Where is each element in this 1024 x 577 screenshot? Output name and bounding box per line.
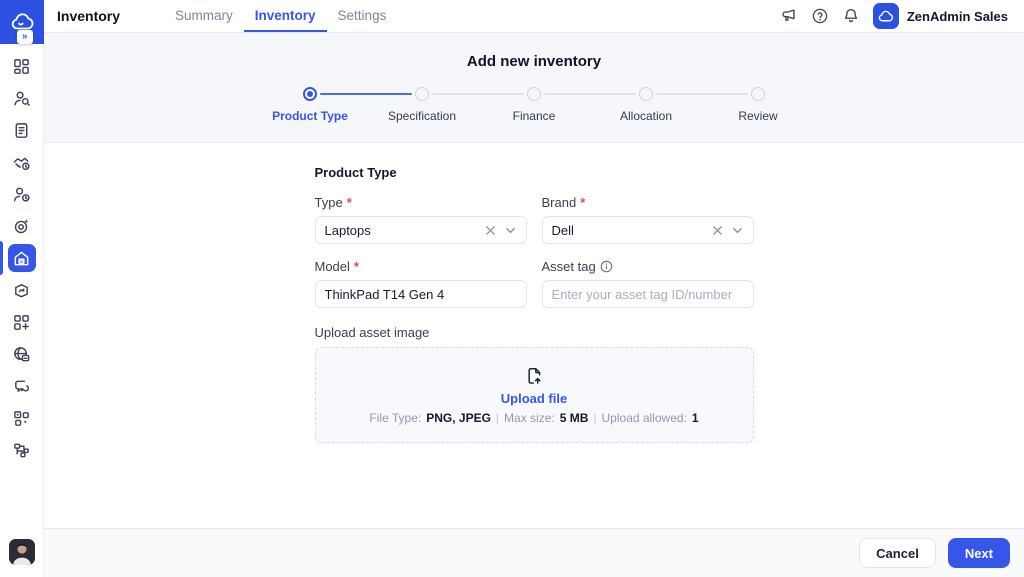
step-connector-3 — [544, 93, 636, 95]
sidebar-item-web-devices[interactable] — [8, 340, 36, 368]
step-connector-4 — [656, 93, 748, 95]
zenadmin-cloud-logo — [11, 13, 34, 30]
step-product-type[interactable]: Product Type — [254, 87, 366, 123]
grid-plus-icon — [14, 314, 29, 330]
org-name: ZenAdmin Sales — [906, 8, 1008, 24]
globe-device-icon — [14, 346, 30, 361]
zenadmin-cloud-logo — [879, 10, 894, 21]
upload-file-link[interactable]: Upload file — [500, 390, 568, 406]
clear-icon[interactable] — [711, 224, 724, 237]
upload-requirements: File Type: PNG, JPEG | Max size: 5 MB | Up… — [369, 410, 699, 425]
notification-bell-icon[interactable] — [842, 7, 860, 25]
dashboard-grid-icon — [14, 58, 29, 74]
clear-icon[interactable] — [484, 224, 497, 237]
chat-icon — [15, 380, 30, 392]
upload-section-label: Upload asset image — [314, 325, 430, 340]
tab-summary[interactable]: Summary — [175, 7, 233, 23]
brand-value: Dell — [551, 222, 574, 238]
sidebar-item-dashboard[interactable] — [8, 52, 36, 80]
help-icon[interactable] — [811, 7, 829, 25]
sidebar-item-support-chat[interactable] — [8, 372, 36, 400]
step-review[interactable]: Review — [702, 87, 814, 123]
required-asterisk: * — [580, 195, 586, 210]
sidebar-item-offboarding[interactable] — [8, 180, 36, 208]
box-sync-icon — [15, 283, 28, 297]
page-title: Inventory — [57, 8, 121, 24]
tab-settings[interactable]: Settings — [337, 7, 387, 23]
upload-dropzone[interactable]: Upload file File Type: PNG, JPEG | Max si… — [314, 347, 754, 443]
sidebar-item-goals[interactable] — [8, 212, 36, 240]
org-switcher[interactable]: ZenAdmin Sales — [872, 3, 1008, 29]
handshake-clock-icon — [13, 157, 30, 170]
sidebar-item-documents[interactable] — [8, 116, 36, 144]
chevron-down-icon[interactable] — [731, 224, 744, 237]
step-dot — [751, 87, 765, 101]
step-label: Allocation — [619, 109, 673, 123]
announcement-icon[interactable] — [780, 7, 798, 25]
chevron-down-icon[interactable] — [504, 224, 517, 237]
sidebar-expand-button[interactable]: » — [17, 30, 33, 44]
required-asterisk: * — [346, 195, 352, 210]
model-label: Model * — [314, 259, 359, 274]
info-icon[interactable] — [600, 260, 613, 273]
step-label: Product Type — [272, 109, 348, 123]
home-box-inventory-icon — [14, 251, 29, 265]
wizard-header: Add new inventory Product Type Specifica… — [44, 33, 1024, 143]
user-search-icon — [14, 91, 30, 106]
tab-inventory[interactable]: Inventory — [243, 0, 327, 32]
type-select[interactable]: Laptops — [314, 216, 527, 244]
user-clock-icon — [13, 187, 30, 202]
step-label: Specification — [387, 109, 457, 123]
sidebar-item-apps[interactable] — [8, 404, 36, 432]
step-specification[interactable]: Specification — [366, 87, 478, 123]
step-label: Review — [738, 109, 778, 123]
file-upload-icon — [528, 367, 541, 384]
sidebar-item-orders[interactable] — [8, 276, 36, 304]
cancel-button[interactable]: Cancel — [859, 538, 936, 568]
active-indicator — [0, 241, 3, 275]
sidebar-item-onboarding[interactable] — [8, 148, 36, 176]
type-value: Laptops — [324, 222, 371, 238]
step-connector-1 — [320, 93, 412, 95]
wizard-footer: Cancel Next — [44, 528, 1024, 577]
sidebar-item-people-search[interactable] — [8, 84, 36, 112]
target-icon — [14, 218, 29, 233]
sidebar-item-integrations[interactable] — [8, 436, 36, 464]
brand-select[interactable]: Dell — [541, 216, 754, 244]
form-area: Product Type Type * Laptops Brand * — [44, 143, 1024, 528]
user-profile-photo[interactable] — [8, 539, 35, 565]
required-asterisk: * — [353, 259, 359, 274]
step-connector-2 — [432, 93, 524, 95]
grid-qr-icon — [14, 410, 29, 426]
stepper: Product Type Specification Finance Alloc… — [254, 87, 814, 123]
sidebar-item-add-apps[interactable] — [8, 308, 36, 336]
step-dot — [415, 87, 429, 101]
section-title: Product Type — [314, 165, 397, 180]
type-label: Type * — [314, 195, 352, 210]
next-button[interactable]: Next — [947, 538, 1010, 568]
asset-tag-input[interactable] — [541, 280, 754, 308]
topbar: Inventory Summary Inventory Settings Zen… — [44, 0, 1024, 33]
step-dot — [639, 87, 653, 101]
step-allocation[interactable]: Allocation — [590, 87, 702, 123]
step-finance[interactable]: Finance — [478, 87, 590, 123]
asset-tag-label: Asset tag — [542, 259, 754, 274]
brand-label: Brand * — [541, 195, 586, 210]
model-input[interactable] — [314, 280, 527, 308]
tab-bar: Summary Inventory Settings — [164, 0, 397, 32]
step-dot — [527, 87, 541, 101]
wizard-title: Add new inventory — [466, 53, 602, 70]
step-label: Finance — [512, 109, 556, 123]
org-logo — [872, 3, 899, 29]
step-dot — [303, 87, 317, 101]
topbar-actions: ZenAdmin Sales — [780, 0, 1024, 32]
sidebar — [0, 44, 44, 577]
sidebar-item-inventory[interactable] — [0, 241, 36, 275]
avatar — [8, 539, 35, 565]
org-chart-icon — [14, 443, 29, 457]
document-icon — [15, 122, 28, 138]
